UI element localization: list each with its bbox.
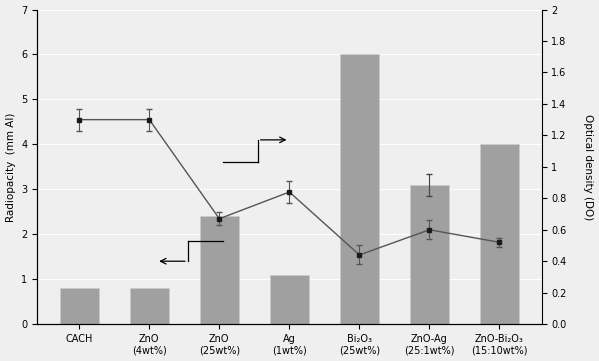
Y-axis label: Optical density (DO): Optical density (DO) bbox=[583, 114, 594, 220]
Bar bbox=[410, 185, 449, 324]
Bar bbox=[200, 216, 238, 324]
Y-axis label: Radiopacity  (mm Al): Radiopacity (mm Al) bbox=[5, 112, 16, 222]
Bar bbox=[60, 288, 99, 324]
Bar bbox=[340, 55, 379, 324]
Bar bbox=[130, 288, 168, 324]
Bar bbox=[480, 144, 519, 324]
Bar bbox=[270, 275, 308, 324]
